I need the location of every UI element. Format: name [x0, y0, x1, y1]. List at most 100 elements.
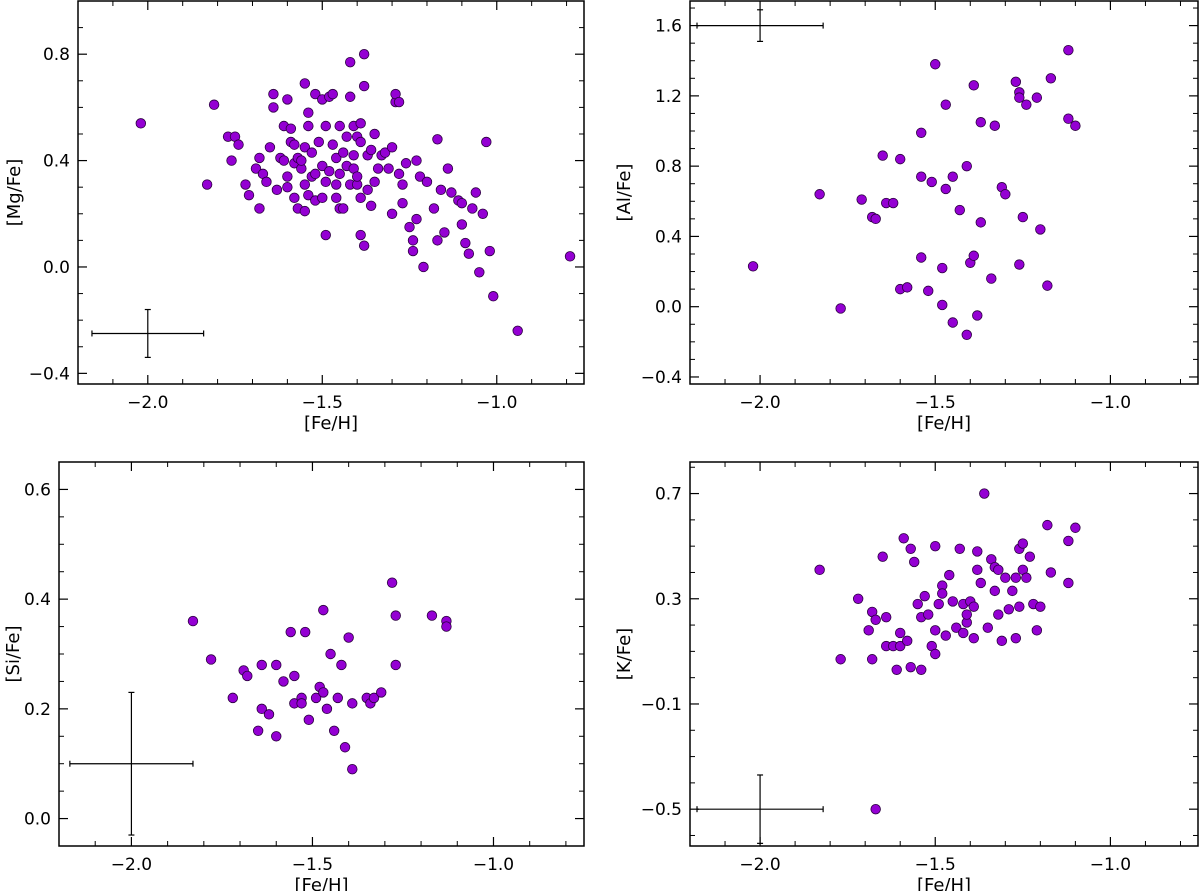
x-tick-label: −1.5: [915, 393, 956, 413]
data-point: [989, 585, 1001, 597]
data-point: [355, 192, 366, 204]
data-point: [347, 764, 358, 775]
y-tick-label: 0.4: [655, 227, 682, 247]
data-point: [989, 120, 1001, 131]
data-point: [1035, 224, 1046, 235]
error-bar: [91, 308, 205, 359]
data-point: [1031, 92, 1043, 103]
y-tick-label: 0.4: [43, 152, 70, 172]
data-point: [264, 142, 276, 153]
data-point: [456, 197, 468, 209]
y-tick-label: 0.0: [655, 298, 682, 318]
data-point: [1063, 44, 1074, 56]
y-tick-label: 0.8: [43, 45, 70, 65]
data-point: [256, 659, 267, 671]
data-point: [982, 622, 993, 633]
data-point: [344, 56, 356, 68]
data-point: [961, 609, 972, 620]
data-point: [355, 229, 366, 241]
data-point: [338, 203, 349, 214]
data-point: [303, 107, 314, 118]
data-point: [317, 160, 328, 172]
data-point: [435, 184, 447, 196]
data-point: [856, 194, 867, 205]
data-point: [299, 205, 311, 217]
data-point: [470, 187, 482, 198]
data-point: [919, 590, 930, 602]
y-tick-label: 0.7: [655, 485, 682, 505]
data-point: [282, 171, 293, 182]
y-tick-label: 0.0: [24, 810, 51, 830]
y-axis-label: [K/Fe]: [614, 628, 635, 680]
data-point: [347, 698, 358, 709]
error-bar: [696, 774, 824, 844]
data-point: [972, 310, 983, 321]
data-point: [227, 692, 238, 704]
data-point: [341, 131, 352, 142]
data-point: [254, 152, 265, 164]
data-point: [390, 610, 401, 621]
data-point: [951, 622, 962, 633]
data-point: [895, 627, 906, 639]
axes-frame: [689, 461, 1199, 847]
data-point: [895, 640, 906, 652]
data-point: [379, 147, 391, 158]
data-point: [310, 168, 321, 180]
data-point: [418, 261, 429, 273]
data-point: [187, 615, 199, 627]
data-point: [404, 221, 415, 233]
x-axis-label: [Fe/H]: [294, 875, 348, 891]
data-point: [1063, 535, 1074, 547]
data-point: [961, 329, 972, 341]
data-point: [313, 136, 324, 148]
data-point: [835, 654, 846, 665]
data-point: [252, 725, 264, 737]
data-point: [355, 136, 366, 148]
data-point: [320, 176, 331, 188]
data-point: [439, 227, 450, 238]
axes-frame: [77, 0, 585, 385]
data-point: [250, 163, 262, 174]
data-point: [369, 176, 380, 188]
data-point: [358, 80, 370, 92]
data-point: [338, 147, 349, 158]
data-point: [351, 171, 363, 182]
data-point: [318, 604, 329, 616]
data-point: [268, 102, 279, 113]
data-point: [986, 273, 997, 284]
data-point: [135, 118, 147, 129]
x-axis-label: [Fe/H]: [917, 875, 971, 891]
data-point: [916, 252, 927, 263]
axes-frame: [58, 461, 585, 847]
y-tick-label: 1.6: [655, 17, 682, 37]
data-point: [467, 203, 478, 214]
data-point: [474, 267, 485, 278]
data-point: [226, 155, 237, 166]
x-tick-label: −2.0: [739, 855, 780, 875]
data-point: [205, 654, 217, 665]
data-point: [975, 217, 986, 228]
data-point: [243, 189, 255, 201]
data-point: [328, 725, 340, 737]
data-point: [365, 144, 377, 156]
y-tick-label: −0.4: [29, 364, 70, 384]
data-point: [390, 659, 401, 671]
data-point: [327, 88, 338, 100]
data-point: [954, 204, 965, 216]
data-point: [289, 139, 300, 150]
data-point: [282, 181, 293, 193]
data-point: [339, 742, 351, 753]
data-point: [365, 200, 377, 211]
data-point: [334, 168, 345, 180]
data-point: [393, 168, 405, 180]
data-point: [877, 150, 888, 161]
data-point: [912, 598, 923, 610]
panel-mg-fe: −2.0 −1.5 −1.0 −0.4 0.0 0.4 0.8 [Fe/H] [Mg/Fe]: [4, 0, 585, 434]
data-point: [300, 626, 311, 638]
data-point: [344, 91, 356, 102]
data-point: [256, 703, 267, 715]
data-point: [1000, 189, 1011, 200]
data-point: [240, 179, 251, 190]
x-tick-label: −2.0: [127, 393, 168, 413]
data-point: [331, 152, 342, 164]
